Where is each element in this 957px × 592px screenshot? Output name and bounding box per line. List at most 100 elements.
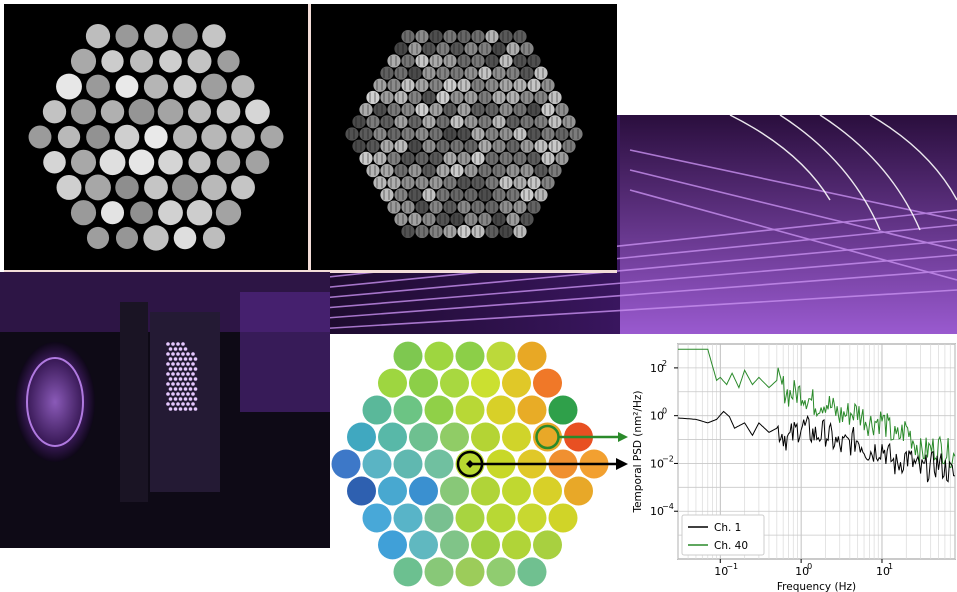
- speckle-segment: [457, 29, 471, 44]
- fiber-core-blob: [100, 201, 125, 225]
- fiber-core-blob: [173, 74, 197, 99]
- y-tick-label: 10: [650, 410, 664, 423]
- segment-cell: [455, 503, 485, 533]
- segment-cell: [424, 395, 454, 425]
- speckle-segment: [429, 78, 443, 92]
- glow-dot: [181, 342, 185, 346]
- speckle-segment: [485, 176, 499, 190]
- speckle-segment: [548, 90, 562, 105]
- fiber-core-blob: [201, 73, 227, 100]
- speckle-segment: [562, 115, 576, 129]
- glow-dot: [191, 352, 195, 356]
- segment-cell: [471, 476, 500, 506]
- fiber-core-blob: [115, 75, 139, 98]
- glow-dot: [171, 352, 175, 356]
- hex-speckle-canvas: [345, 29, 583, 239]
- speckle-segment: [527, 151, 541, 165]
- glow-dot: [166, 402, 170, 406]
- y-tick-exponent: 2: [662, 359, 667, 368]
- speckle-segment: [520, 115, 534, 129]
- speckle-segment: [499, 176, 513, 190]
- speckle-segment: [408, 66, 422, 80]
- fiber-core-blob: [188, 151, 211, 174]
- fiber-core-blob: [85, 174, 111, 201]
- speckle-segment: [506, 66, 520, 80]
- fiber-core-blob: [201, 124, 227, 150]
- fiber-core-blob: [86, 125, 110, 149]
- speckle-segment: [401, 224, 415, 239]
- speckle-segment: [373, 151, 387, 165]
- fiber-core-blob: [260, 125, 284, 149]
- speckle-segment: [527, 127, 541, 141]
- glow-dot: [188, 367, 193, 371]
- y-tick-label: 10: [650, 362, 664, 375]
- speckle-segment: [513, 29, 527, 44]
- glow-dot: [186, 402, 190, 406]
- speckle-segment: [541, 151, 555, 165]
- glow-dot: [178, 377, 183, 381]
- speckle-segment: [534, 115, 548, 129]
- segment-cell: [517, 503, 547, 533]
- segment-cell: [362, 449, 392, 479]
- glow-dot: [188, 377, 193, 381]
- speckle-segment: [492, 90, 506, 105]
- x-tick-exponent: 0: [807, 562, 812, 571]
- speckle-segment: [394, 163, 408, 178]
- speckle-segment: [478, 163, 492, 178]
- speckle-segment: [471, 200, 485, 214]
- y-axis-label: Temporal PSD (nm²/Hz): [632, 390, 644, 513]
- speckle-segment: [478, 188, 492, 202]
- speckle-segment: [422, 42, 436, 56]
- glow-dot: [168, 377, 173, 381]
- speckle-segment: [415, 224, 429, 239]
- speckle-segment: [485, 151, 499, 165]
- segment-cell: [517, 341, 547, 371]
- glow-dot: [168, 357, 173, 361]
- segment-cell: [331, 449, 361, 479]
- legend-label: Ch. 1: [714, 522, 741, 534]
- fiber-core-blob: [70, 200, 97, 226]
- speckle-segment: [555, 127, 569, 141]
- glow-dot: [173, 357, 178, 361]
- speckle-segment: [401, 78, 415, 92]
- speckle-segment: [387, 151, 401, 165]
- speckle-segment: [478, 139, 492, 153]
- speckle-segment: [380, 188, 394, 202]
- speckle-segment: [401, 176, 415, 190]
- fiber-core-blob: [215, 200, 242, 226]
- speckle-segment: [436, 115, 450, 129]
- glow-dot: [188, 387, 193, 391]
- fiber-core-blob: [187, 49, 212, 74]
- fiber-core-blob: [115, 175, 139, 200]
- segment-cell: [455, 395, 485, 425]
- fiber-core-blob: [231, 175, 255, 200]
- segment-cell: [564, 476, 593, 506]
- fiber-core-blob: [144, 175, 168, 200]
- glow-dot: [183, 347, 188, 351]
- segment-color-map-canvas: [331, 341, 628, 587]
- fiber-core-blob: [172, 174, 198, 201]
- speckle-segment: [401, 151, 415, 165]
- speckle-segment: [506, 42, 520, 56]
- glow-dot: [173, 367, 178, 371]
- speckle-segment: [478, 42, 492, 56]
- speckle-segment: [499, 103, 513, 117]
- fiber-core-blob: [43, 150, 66, 174]
- fiber-core-blob: [245, 99, 270, 125]
- speckle-segment: [506, 90, 520, 105]
- fiber-core-blob: [159, 49, 182, 73]
- glow-dot: [186, 362, 190, 366]
- speckle-segment: [499, 54, 513, 68]
- glow-dot: [186, 382, 190, 386]
- fiber-core-blob: [100, 100, 125, 124]
- speckle-segment: [401, 29, 415, 44]
- glow-dot: [171, 402, 175, 406]
- speckle-segment: [429, 224, 443, 239]
- glow-dot: [181, 352, 185, 356]
- speckle-segment: [457, 103, 471, 117]
- segment-color-map: [330, 334, 630, 592]
- speckle-segment: [408, 212, 422, 226]
- speckle-segment: [345, 127, 359, 141]
- speckle-segment: [492, 212, 506, 226]
- speckle-segment: [485, 127, 499, 141]
